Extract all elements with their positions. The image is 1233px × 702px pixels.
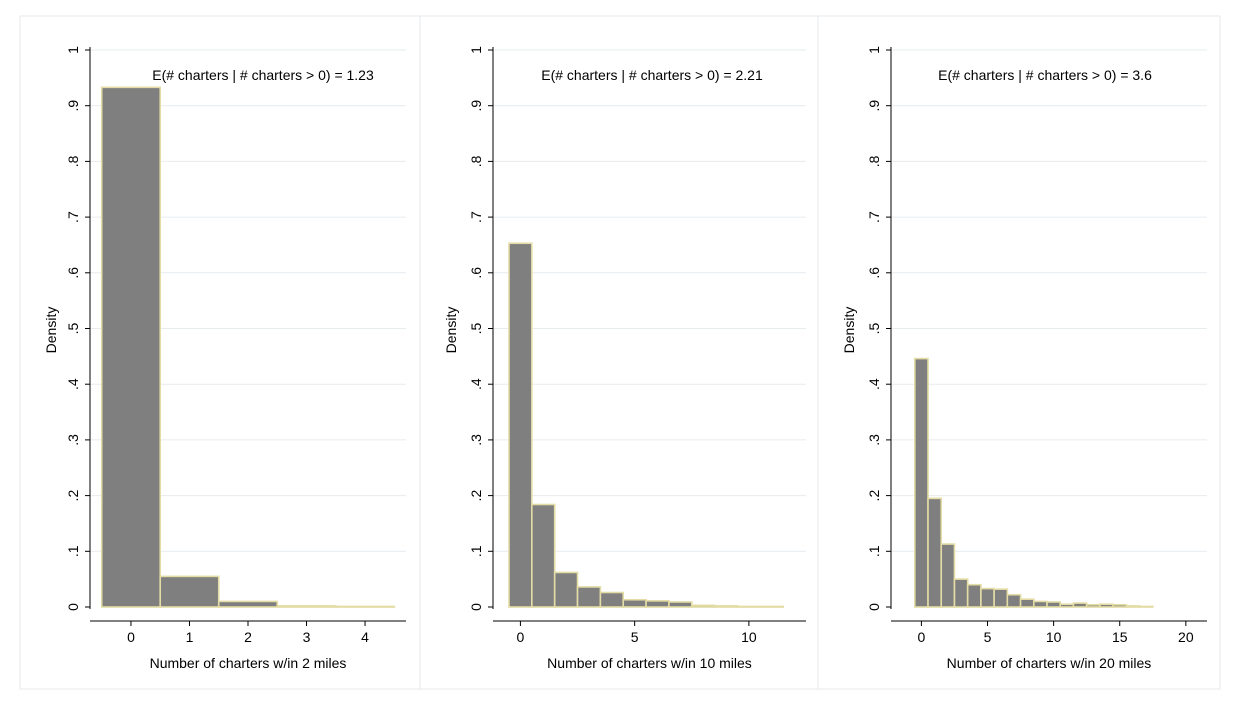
histogram-bar [980, 587, 995, 608]
y-tick-label: .4 [866, 378, 882, 390]
histogram-bar [1032, 600, 1048, 608]
y-tick-label: .5 [468, 322, 484, 334]
histogram-bar [940, 543, 956, 608]
x-tick-label: 1 [186, 629, 194, 645]
histogram-bar [1019, 598, 1035, 608]
histogram-bar [1112, 603, 1128, 608]
y-tick-label: .2 [866, 490, 882, 502]
histogram-bar [1072, 602, 1088, 608]
histogram-bar [159, 575, 220, 608]
histogram-bar [993, 588, 1009, 608]
y-axis-title: Density [443, 307, 459, 354]
histogram-bar [736, 605, 762, 608]
y-tick-label: .9 [866, 100, 882, 112]
y-tick-label: .2 [468, 490, 484, 502]
y-tick-label: 0 [468, 603, 484, 611]
y-tick-label: .1 [65, 545, 81, 557]
histogram-bar [1046, 601, 1062, 608]
histogram-bar [759, 605, 784, 608]
x-axis-title: Number of charters w/in 20 miles [947, 655, 1152, 671]
x-tick-label: 4 [361, 629, 369, 645]
y-axis-title: Density [43, 307, 59, 354]
annotation-conditional-mean: E(# charters | # charters > 0) = 2.21 [541, 67, 763, 83]
histogram-bar [953, 578, 969, 608]
y-tick-label: .8 [65, 155, 81, 167]
y-tick-label: .9 [468, 100, 484, 112]
annotation-conditional-mean: E(# charters | # charters > 0) = 1.23 [152, 67, 374, 83]
y-tick-label: .1 [866, 545, 882, 557]
histogram-bar [690, 604, 716, 608]
y-tick-label: .1 [468, 545, 484, 557]
y-tick-label: .4 [468, 378, 484, 390]
y-tick-label: .3 [866, 434, 882, 446]
y-tick-label: 1 [65, 46, 81, 54]
y-tick-label: 0 [866, 603, 882, 611]
x-tick-label: 10 [741, 629, 757, 645]
histogram-bar [599, 591, 625, 608]
y-tick-label: .3 [65, 434, 81, 446]
x-tick-label: 5 [631, 629, 639, 645]
histogram-bar [713, 605, 739, 608]
histogram-bar [927, 497, 943, 608]
histogram-bar [913, 357, 929, 608]
histogram-bar [668, 601, 693, 608]
x-tick-label: 2 [244, 629, 252, 645]
histogram-bar [217, 600, 279, 608]
y-tick-label: .5 [866, 322, 882, 334]
y-tick-label: .5 [65, 322, 81, 334]
histogram-bar [622, 598, 647, 608]
panel-border [817, 15, 1221, 690]
histogram-panel-1: 0 .1 .2 .3 .4 .5 .6 .7 .8 .9 1 0 1 2 3 4 Density Number o… [19, 15, 421, 690]
x-tick-label: 5 [984, 629, 992, 645]
histogram-bar [1125, 605, 1141, 608]
x-tick-label: 0 [517, 629, 525, 645]
y-tick-label: .6 [468, 267, 484, 279]
histogram-panel-3: 0.1.2.3.4.5.6.7.8.910 5 10 15 20DensityNumbe… [817, 15, 1221, 690]
histogram-bar [576, 586, 602, 608]
x-tick-label: 15 [1112, 629, 1128, 645]
y-tick-label: 1 [468, 46, 484, 54]
histogram-bar [553, 571, 579, 608]
histogram-bar [508, 242, 533, 608]
panel-border [419, 15, 819, 690]
y-tick-label: 0 [65, 603, 81, 611]
y-tick-label: .8 [468, 155, 484, 167]
histogram-bar [531, 503, 556, 608]
y-tick-label: .9 [65, 100, 81, 112]
x-tick-label: 10 [1046, 629, 1062, 645]
y-tick-label: .2 [65, 490, 81, 502]
y-tick-label: .6 [65, 267, 81, 279]
y-tick-label: .8 [866, 155, 882, 167]
y-tick-label: .7 [65, 211, 81, 223]
histogram-bar [1138, 605, 1154, 608]
histogram-bar [966, 583, 982, 608]
y-tick-label: .7 [468, 211, 484, 223]
panel-border [19, 15, 421, 690]
histogram-bar [1006, 593, 1022, 608]
x-tick-label: 0 [127, 629, 135, 645]
y-tick-label: .6 [866, 267, 882, 279]
histogram-bar [334, 605, 396, 608]
x-tick-label: 3 [303, 629, 311, 645]
histogram-bar [1085, 603, 1101, 608]
y-tick-label: .4 [65, 378, 81, 390]
x-axis-title: Number of charters w/in 10 miles [547, 655, 752, 671]
y-axis-title: Density [841, 307, 857, 354]
x-axis-title: Number of charters w/in 2 miles [150, 655, 347, 671]
histogram-bar [1059, 603, 1075, 608]
histogram-bar [645, 600, 670, 608]
y-tick-label: .3 [468, 434, 484, 446]
x-tick-label: 20 [1178, 629, 1194, 645]
y-tick-label: .7 [866, 211, 882, 223]
histogram-bar [276, 605, 337, 608]
annotation-conditional-mean: E(# charters | # charters > 0) = 3.6 [938, 67, 1152, 83]
x-tick-label: 0 [918, 629, 926, 645]
y-tick-label: 1 [866, 46, 882, 54]
histogram-bar [100, 86, 162, 608]
histogram-bar [1099, 603, 1114, 608]
